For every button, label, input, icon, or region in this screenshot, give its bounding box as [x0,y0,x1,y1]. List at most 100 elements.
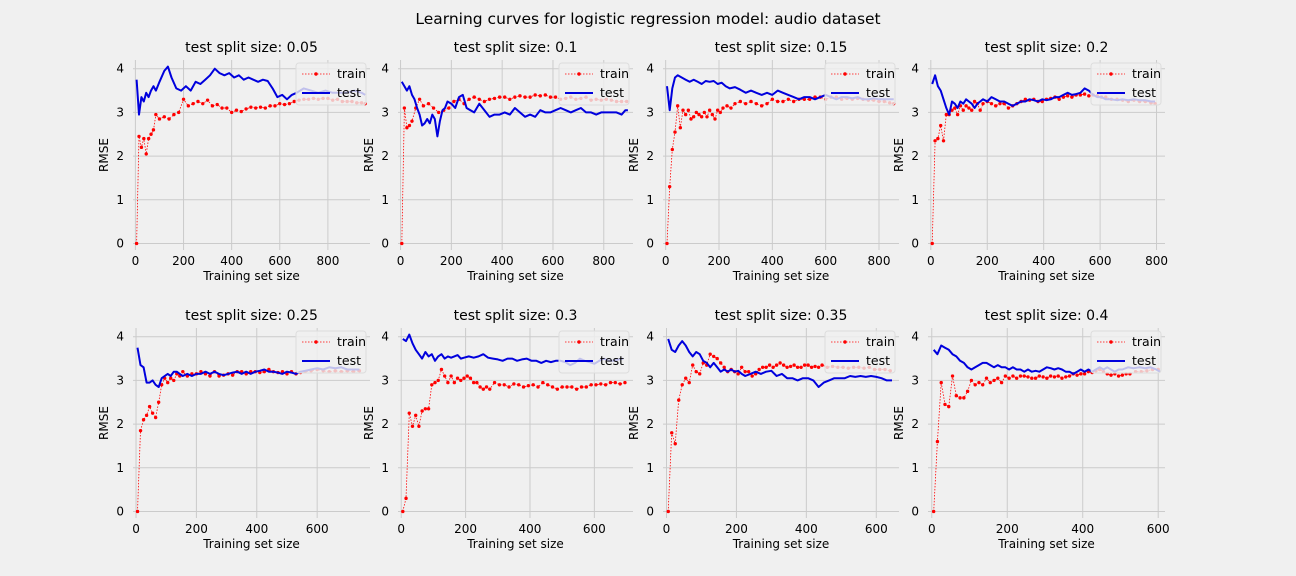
y-tick-label: 3 [911,105,919,119]
test-series-line [400,81,628,138]
train-data-point [684,376,688,380]
train-data-point [462,376,466,380]
legend-label: train [600,334,629,349]
legend-box [1090,62,1162,106]
train-data-point [786,97,791,102]
train-data-point [177,110,181,115]
x-tick-label: 600 [865,522,888,536]
y-tick-label: 2 [381,149,389,163]
train-data-point [157,117,162,121]
train-data-point [989,101,994,106]
train-data-point [689,117,693,121]
train-data-point [502,383,506,387]
train-data-point [423,407,428,411]
train-data-point [743,101,748,106]
train-data-point [594,383,598,387]
train-data-point [673,442,677,446]
train-data-point [715,108,720,112]
train-data-point [1011,374,1015,378]
train-series-line [667,353,891,512]
train-data-point [169,376,173,380]
train-data-point [536,385,540,389]
x-tick-label: 400 [761,254,784,268]
train-data-point [1075,373,1079,377]
subplot: 0 1 2 3 4 0 200 400 600 test split size: 0.3 Train… [362,308,633,551]
legend-label: train [600,66,629,81]
train-data-point [543,93,548,97]
train-data-point [287,101,292,106]
train-data-point [725,104,729,108]
x-tick-label: 400 [1071,522,1094,536]
y-tick-label: 2 [116,417,124,431]
train-data-point [978,108,982,112]
train-data-point [994,104,998,108]
train-data-point [1045,376,1049,380]
x-tick-label: 600 [814,254,837,268]
train-data-point [452,99,456,104]
train-data-point [774,363,779,367]
train-data-point [144,152,148,156]
y-tick-label: 1 [381,461,389,475]
train-data-point [970,108,974,112]
train-data-point [475,380,479,385]
y-tick-label: 4 [381,62,389,76]
y-tick-label: 3 [116,105,124,119]
legend-box [824,62,896,106]
train-data-point [736,372,740,376]
x-tick-label: 600 [306,522,329,536]
train-data-point [665,241,669,246]
train-data-point [472,95,476,99]
train-data-point [969,378,974,383]
train-data-point [613,380,617,385]
train-data-point [950,374,955,378]
train-data-point [402,106,407,110]
train-data-point [459,378,463,383]
legend-label: test [600,353,624,368]
y-tick-label: 0 [116,504,124,518]
x-tick-label: 200 [708,254,731,268]
train-data-point [426,407,431,411]
x-tick-label: 200 [172,254,195,268]
x-tick-label: 600 [1089,254,1112,268]
y-tick-label: 0 [911,504,919,518]
train-data-point [1007,376,1011,380]
y-tick-label: 4 [646,330,654,344]
train-data-point [988,380,992,385]
train-data-point [1026,375,1030,379]
train-data-point [154,112,158,117]
train-data-point [417,424,421,428]
train-data-point [138,428,143,433]
x-tick-label: 200 [185,522,208,536]
x-tick-label: 400 [795,522,818,536]
y-tick-label: 3 [646,373,654,387]
x-tick-label: 200 [454,522,477,536]
train-data-point [802,363,807,367]
train-data-point [533,93,537,97]
train-data-point [220,106,224,110]
train-data-point [718,361,723,365]
legend-label: train [866,66,895,81]
train-data-point [134,241,139,246]
x-tick-label: 200 [976,254,999,268]
train-data-point [781,99,785,104]
train-data-point [958,396,962,400]
train-data-point [410,424,415,428]
train-data-point [401,509,405,514]
train-data-point [478,385,482,389]
train-data-point [998,101,1002,106]
train-data-point [933,139,937,143]
train-data-point [973,383,977,387]
train-data-point [135,509,140,514]
y-tick-label: 4 [116,62,124,76]
train-data-point [208,374,212,378]
x-tick-label: 0 [132,522,140,536]
subplot-title: test split size: 0.2 [985,40,1109,56]
legend-box [558,62,630,106]
train-data-point [721,106,725,110]
train-data-point [436,378,440,383]
legend: train test [824,330,896,374]
subplot: 0 1 2 3 4 0 200 400 600 test split size: 0.25 Trai… [97,308,370,551]
train-data-point [292,99,296,104]
legend-label: train [1132,334,1161,349]
